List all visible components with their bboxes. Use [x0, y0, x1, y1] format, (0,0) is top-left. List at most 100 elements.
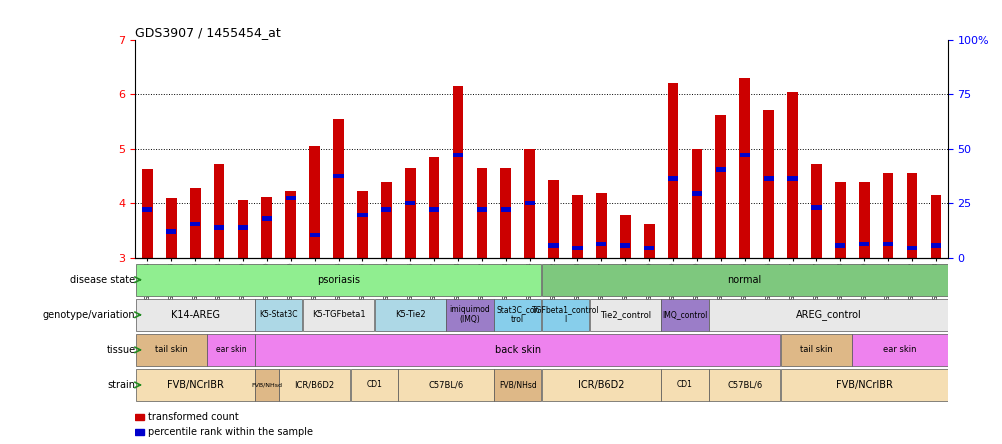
Bar — [660, 299, 708, 331]
Bar — [135, 264, 541, 296]
Text: AREG_control: AREG_control — [795, 309, 861, 320]
Bar — [660, 369, 708, 401]
Bar — [142, 170, 152, 258]
Bar — [255, 334, 780, 366]
Bar — [906, 173, 917, 258]
Bar — [207, 334, 255, 366]
Bar — [548, 243, 558, 248]
Text: FVB/NHsd: FVB/NHsd — [252, 382, 282, 388]
Bar — [255, 369, 279, 401]
Bar — [429, 207, 439, 212]
Bar — [667, 176, 677, 181]
Text: FVB/NCrIBR: FVB/NCrIBR — [166, 380, 223, 390]
Text: CD1: CD1 — [676, 381, 692, 389]
Bar — [333, 174, 344, 178]
Bar — [500, 207, 510, 212]
Bar — [262, 216, 272, 221]
Bar — [351, 369, 398, 401]
Text: ICR/B6D2: ICR/B6D2 — [577, 380, 624, 390]
Bar — [303, 299, 374, 331]
Bar — [643, 246, 653, 250]
Bar — [452, 86, 463, 258]
Bar — [715, 167, 725, 171]
Bar — [189, 222, 200, 226]
Bar — [135, 414, 144, 420]
Text: Tie2_control: Tie2_control — [599, 310, 650, 319]
Bar — [135, 429, 144, 435]
Bar — [852, 334, 947, 366]
Bar — [595, 242, 606, 246]
Bar — [811, 205, 821, 210]
Text: C57BL/6: C57BL/6 — [428, 381, 463, 389]
Text: imiquimod
(IMQ): imiquimod (IMQ) — [449, 305, 490, 325]
Bar — [619, 243, 629, 248]
Bar — [930, 195, 940, 258]
Bar — [357, 191, 368, 258]
Bar — [738, 78, 749, 258]
Bar — [787, 91, 798, 258]
Bar — [135, 334, 206, 366]
Bar — [738, 153, 749, 158]
Bar — [166, 229, 176, 234]
Text: IMQ_control: IMQ_control — [661, 310, 707, 319]
Text: transformed count: transformed count — [147, 412, 238, 422]
Bar — [548, 180, 558, 258]
Bar — [708, 369, 780, 401]
Bar — [374, 299, 445, 331]
Text: disease state: disease state — [70, 275, 135, 285]
Bar — [310, 233, 320, 237]
Bar — [165, 198, 176, 258]
Text: psoriasis: psoriasis — [317, 275, 360, 285]
Bar — [476, 168, 487, 258]
Bar — [691, 191, 701, 195]
Bar — [255, 299, 303, 331]
Bar — [524, 149, 534, 258]
Bar — [667, 83, 677, 258]
Bar — [213, 164, 224, 258]
Bar — [494, 299, 541, 331]
Bar — [500, 168, 511, 258]
Bar — [858, 182, 869, 258]
Bar — [285, 191, 296, 258]
Text: back skin: back skin — [494, 345, 540, 355]
Bar — [763, 176, 773, 181]
Bar — [541, 264, 947, 296]
Bar — [619, 215, 630, 258]
Bar — [309, 146, 320, 258]
Text: K5-Tie2: K5-Tie2 — [395, 310, 425, 319]
Bar — [690, 149, 701, 258]
Bar — [398, 369, 493, 401]
Text: FVB/NHsd: FVB/NHsd — [498, 381, 536, 389]
Bar — [834, 182, 845, 258]
Bar — [930, 243, 940, 248]
Bar — [835, 243, 845, 248]
Text: K5-TGFbeta1: K5-TGFbeta1 — [312, 310, 365, 319]
Bar — [135, 299, 255, 331]
Text: ICR/B6D2: ICR/B6D2 — [295, 381, 335, 389]
Bar — [405, 201, 415, 205]
Bar — [541, 369, 660, 401]
Bar — [882, 173, 893, 258]
Bar — [135, 369, 255, 401]
Text: normal: normal — [726, 275, 762, 285]
Bar — [541, 299, 588, 331]
Bar — [572, 246, 582, 250]
Bar — [446, 299, 493, 331]
Text: GDS3907 / 1455454_at: GDS3907 / 1455454_at — [135, 26, 281, 39]
Bar — [405, 168, 415, 258]
Bar — [780, 334, 851, 366]
Bar — [787, 176, 797, 181]
Text: percentile rank within the sample: percentile rank within the sample — [147, 427, 313, 437]
Bar — [189, 188, 200, 258]
Text: tail skin: tail skin — [154, 345, 187, 354]
Bar — [589, 299, 660, 331]
Bar — [476, 207, 487, 212]
Text: ear skin: ear skin — [215, 345, 246, 354]
Bar — [906, 246, 916, 250]
Bar — [381, 182, 392, 258]
Bar — [763, 110, 774, 258]
Bar — [237, 226, 247, 230]
Bar — [811, 164, 821, 258]
Bar — [333, 119, 344, 258]
Bar — [571, 195, 582, 258]
